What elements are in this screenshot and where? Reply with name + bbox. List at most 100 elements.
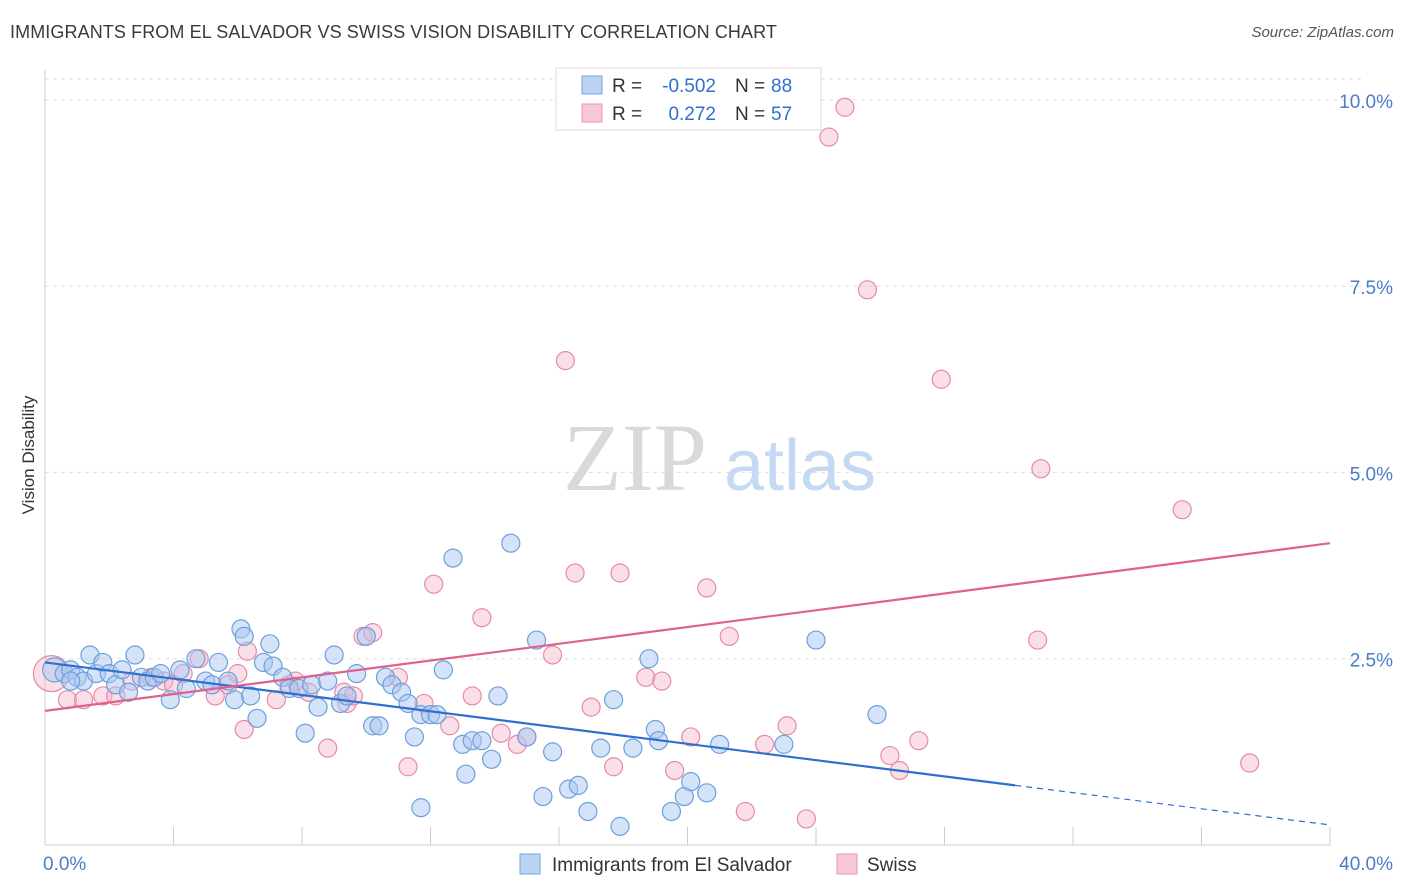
y-axis-label: Vision Disability bbox=[19, 395, 38, 514]
el-salvador-point bbox=[186, 649, 206, 669]
swiss-point bbox=[398, 757, 418, 777]
legend-r-value-1: -0.502 bbox=[662, 76, 716, 97]
swiss-point bbox=[697, 578, 717, 598]
swiss-point bbox=[581, 697, 601, 717]
el-salvador-point bbox=[61, 671, 81, 691]
legend-r-value-2: 0.272 bbox=[668, 104, 716, 125]
el-salvador-trend-line bbox=[44, 661, 1016, 787]
y-tick-label: 10.0% bbox=[1339, 92, 1393, 113]
y-tick-label: 2.5% bbox=[1350, 651, 1393, 672]
swiss-point bbox=[796, 809, 816, 829]
el-salvador-point bbox=[610, 816, 630, 836]
swiss-point bbox=[604, 757, 624, 777]
el-salvador-point bbox=[456, 764, 476, 784]
swiss-point bbox=[57, 690, 78, 710]
swiss-trend-line bbox=[44, 542, 1331, 712]
swiss-point bbox=[440, 716, 460, 736]
x-tick-label-max: 40.0% bbox=[1339, 854, 1393, 875]
watermark: ZIP atlas bbox=[563, 404, 876, 511]
el-salvador-point bbox=[578, 801, 598, 822]
el-salvador-point bbox=[517, 727, 537, 747]
swiss-point bbox=[636, 667, 656, 687]
legend-r-label-2: R = bbox=[612, 104, 642, 125]
swiss-point bbox=[542, 645, 563, 665]
swiss-point bbox=[610, 563, 630, 583]
el-salvador-point bbox=[260, 634, 280, 654]
el-salvador-point bbox=[623, 738, 643, 758]
el-salvador-point bbox=[151, 664, 171, 684]
swiss-point bbox=[1031, 459, 1051, 479]
swiss-point bbox=[754, 734, 775, 754]
swiss-point bbox=[719, 626, 739, 646]
x-tick-label-min: 0.0% bbox=[43, 854, 86, 875]
y-tick-label: 5.0% bbox=[1350, 464, 1393, 485]
swiss-point bbox=[565, 563, 585, 583]
el-salvador-point bbox=[324, 645, 344, 665]
correlation-legend: R = -0.502 N = 88 R = 0.272 N = 57 bbox=[555, 67, 822, 131]
el-salvador-point bbox=[347, 664, 367, 684]
axes bbox=[44, 70, 1331, 846]
el-salvador-point bbox=[710, 734, 730, 754]
swiss-point bbox=[819, 127, 839, 147]
el-salvador-point bbox=[443, 548, 463, 568]
swiss-point bbox=[555, 351, 576, 371]
swiss-point bbox=[1172, 500, 1192, 520]
el-salvador-point bbox=[639, 649, 659, 669]
el-salvador-point bbox=[241, 686, 261, 706]
el-salvador-point bbox=[568, 775, 588, 795]
el-salvador-point bbox=[661, 801, 682, 822]
el-salvador-point bbox=[208, 652, 229, 673]
el-salvador-point bbox=[542, 742, 563, 762]
el-salvador-point bbox=[369, 716, 389, 736]
el-salvador-point bbox=[404, 727, 425, 747]
swiss-point bbox=[880, 745, 900, 766]
el-salvador-point bbox=[681, 772, 701, 792]
el-salvador-point bbox=[697, 783, 717, 803]
swiss-point bbox=[931, 369, 951, 389]
tick-labels: 2.5% 5.0% 7.5% 10.0% 0.0% 40.0% bbox=[43, 92, 1393, 875]
legend-swatch-pink bbox=[581, 103, 603, 123]
el-salvador-point bbox=[411, 798, 431, 818]
el-salvador-point bbox=[427, 704, 447, 725]
el-salvador-point bbox=[591, 738, 611, 758]
swiss-point bbox=[491, 723, 511, 743]
swiss-point bbox=[472, 608, 492, 628]
legend-r-label-1: R = bbox=[612, 76, 642, 97]
swiss-point bbox=[1240, 753, 1260, 773]
legend-n-value-2: 57 bbox=[771, 104, 792, 125]
swiss-point bbox=[318, 738, 338, 758]
swiss-point bbox=[462, 686, 482, 706]
el-salvador-point bbox=[302, 675, 322, 695]
swiss-point bbox=[652, 671, 672, 691]
series-legend-swatch-pink bbox=[836, 853, 858, 875]
swiss-point bbox=[1028, 630, 1048, 650]
el-salvador-point bbox=[112, 660, 132, 680]
el-salvador-point bbox=[604, 690, 624, 710]
swiss-point bbox=[665, 760, 685, 781]
legend-n-value-1: 88 bbox=[771, 76, 792, 97]
swiss-point bbox=[909, 731, 929, 751]
watermark-zip: ZIP bbox=[563, 404, 707, 511]
el-salvador-point bbox=[308, 697, 328, 717]
el-salvador-point bbox=[806, 630, 826, 650]
series-legend-swatch-blue bbox=[519, 853, 541, 875]
el-salvador-point bbox=[125, 645, 145, 665]
el-salvador-point bbox=[224, 690, 245, 710]
swiss-point bbox=[424, 574, 444, 594]
swiss-point bbox=[835, 97, 855, 117]
chart-source: Source: ZipAtlas.com bbox=[1251, 24, 1394, 41]
legend-n-label-1: N = bbox=[735, 76, 765, 97]
el-salvador-point bbox=[118, 682, 139, 702]
trend-lines bbox=[44, 542, 1331, 826]
el-salvador-point bbox=[318, 671, 338, 691]
swiss-point bbox=[735, 801, 755, 822]
watermark-atlas: atlas bbox=[724, 426, 876, 506]
el-salvador-trend-extension bbox=[1015, 784, 1331, 826]
el-salvador-point bbox=[170, 660, 190, 680]
swiss-point bbox=[681, 727, 701, 747]
chart-title: IMMIGRANTS FROM EL SALVADOR VS SWISS VIS… bbox=[10, 22, 777, 42]
swiss-point bbox=[777, 716, 797, 736]
el-salvador-point bbox=[501, 533, 521, 553]
el-salvador-point bbox=[234, 626, 254, 646]
el-salvador-point bbox=[433, 660, 453, 680]
